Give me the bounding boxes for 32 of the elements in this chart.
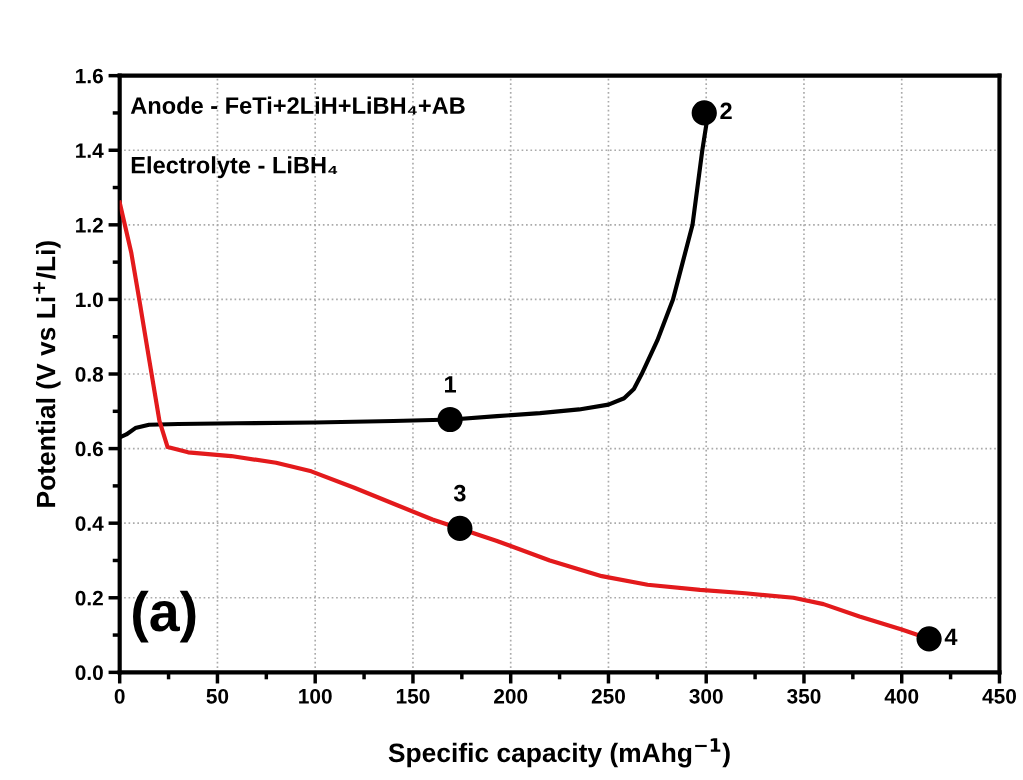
point [691,100,717,126]
y-tick-label: 0.4 [75,516,104,531]
y-tick-label: 0.0 [75,665,103,681]
annotation: Anode - FeTi+2LiH+LiBH₄+AB [130,96,465,115]
x-tick-label: 350 [787,688,821,704]
annotation: (a) [133,590,196,643]
point [447,515,473,542]
y-tick-label: 1.2 [76,217,103,233]
x-tick-label: 250 [591,688,625,704]
annotation: 1 [445,376,457,393]
y-tick-label: 1.4 [76,143,104,158]
annotation: 4 [944,628,958,645]
annotation: Electrolyte - LiBH₄ [131,156,338,179]
point [916,626,942,652]
annotation: 3 [453,484,466,502]
x-axis-title: Specific capacity (mAhg$^{−1}$) [388,738,730,768]
x-tick-label: 0 [114,688,125,704]
y-axis-title: Potential (V vs Li$^{+}$/Li) [33,241,61,507]
x-tick-label: 50 [206,688,229,704]
y-tick-label: 0.2 [75,590,103,606]
x-tick-label: 450 [982,688,1016,704]
y-tick-label: 0.8 [75,367,104,382]
x-tick-label: 150 [396,688,430,704]
x-tick-label: 100 [299,688,332,704]
x-tick-label: 300 [689,688,723,704]
annotation: 2 [720,102,732,120]
x-tick-label: 400 [884,688,919,704]
point [437,406,463,433]
y-tick-label: 1.0 [76,292,103,308]
y-tick-label: 1.6 [76,68,103,84]
x-tick-label: 200 [494,688,528,704]
y-tick-label: 0.6 [75,441,103,457]
